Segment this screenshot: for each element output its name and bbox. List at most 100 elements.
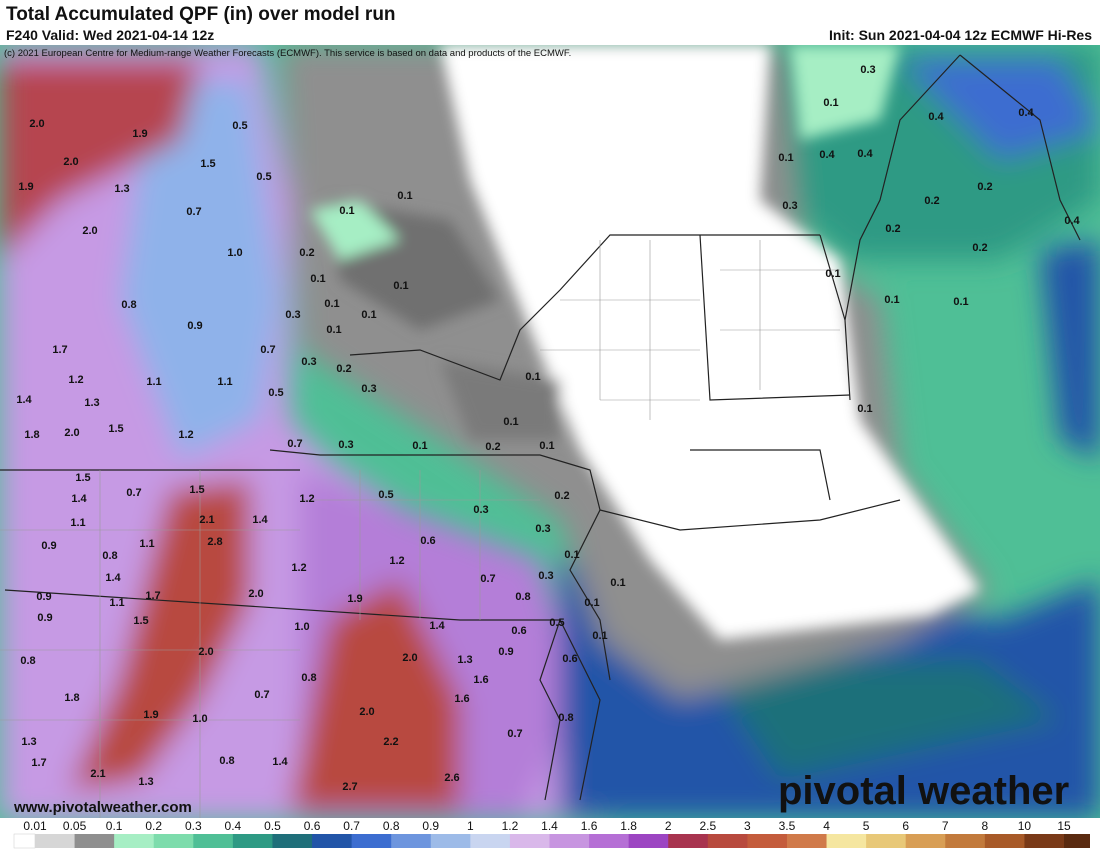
value-label: 0.3 — [361, 383, 376, 395]
title: Total Accumulated QPF (in) over model ru… — [6, 4, 396, 25]
borders — [0, 54, 1081, 801]
value-label: 0.3 — [301, 356, 316, 368]
value-label: 2.2 — [383, 736, 398, 748]
value-label: 1.4 — [252, 514, 268, 526]
colorbar-swatch — [193, 834, 234, 848]
colorbar-label: 1 — [467, 819, 474, 833]
colorbar-swatch — [826, 834, 867, 848]
value-label: 1.6 — [473, 674, 488, 686]
value-label: 0.8 — [121, 299, 136, 311]
value-label: 1.1 — [109, 597, 124, 609]
colorbar-label: 1.6 — [581, 819, 598, 833]
value-label: 1.7 — [145, 590, 160, 602]
colorbar-swatch — [509, 834, 550, 848]
colorbar-swatch — [1024, 834, 1065, 848]
value-label: 1.7 — [52, 344, 67, 356]
value-label: 1.5 — [189, 484, 204, 496]
header-bg — [0, 0, 1100, 45]
colorbar-swatch — [74, 834, 115, 848]
value-label: 2.0 — [248, 588, 263, 600]
colorbar-label: 0.9 — [422, 819, 439, 833]
value-label: 0.2 — [977, 181, 992, 193]
value-label: 1.0 — [294, 621, 309, 633]
value-label: 0.1 — [324, 298, 339, 310]
value-label: 1.9 — [347, 593, 362, 605]
value-label: 2.8 — [207, 536, 222, 548]
value-label: 0.8 — [219, 755, 234, 767]
colorbar-label: 0.8 — [383, 819, 400, 833]
colorbar-swatch — [13, 833, 36, 849]
value-label: 1.3 — [138, 776, 153, 788]
value-label: 1.8 — [24, 429, 39, 441]
precip-field — [0, 45, 1100, 818]
value-label: 0.1 — [778, 152, 793, 164]
value-label: 0.1 — [397, 190, 412, 202]
value-label: 1.9 — [18, 181, 33, 193]
value-label: 1.0 — [192, 713, 207, 725]
value-label: 0.8 — [515, 591, 530, 603]
value-label: 0.2 — [485, 441, 500, 453]
value-label: 0.1 — [953, 296, 968, 308]
website: www.pivotalweather.com — [13, 799, 192, 816]
value-label: 0.8 — [558, 712, 573, 724]
value-label: 0.1 — [310, 273, 325, 285]
value-label: 0.2 — [336, 363, 351, 375]
value-label: 1.1 — [146, 376, 161, 388]
value-label: 0.1 — [823, 97, 838, 109]
value-label: 0.5 — [232, 120, 247, 132]
value-label: 0.3 — [473, 504, 488, 516]
value-label: 0.1 — [525, 371, 540, 383]
value-label: 1.2 — [68, 374, 83, 386]
value-label: 1.7 — [31, 757, 46, 769]
value-label: 0.3 — [535, 523, 550, 535]
value-labels: 0.3 0.1 0.4 0.4 0.1 0.4 0.4 0.2 0.3 0.2 0.2 0.2 0.4 0… — [16, 64, 1080, 793]
colorbar-swatch — [470, 834, 511, 848]
colorbar-label: 1.2 — [502, 819, 519, 833]
colorbar-swatch — [668, 834, 709, 848]
colorbar-swatch — [35, 834, 76, 848]
value-label: 1.5 — [108, 423, 123, 435]
colorbar-swatch — [589, 834, 630, 848]
value-label: 0.3 — [285, 309, 300, 321]
colorbar-label: 10 — [1018, 819, 1032, 833]
colorbar-label: 0.4 — [225, 819, 242, 833]
value-label: 2.0 — [29, 118, 44, 130]
init-time: Init: Sun 2021-04-04 12z ECMWF Hi-Res — [829, 27, 1092, 43]
colorbar-label: 0.7 — [343, 819, 360, 833]
value-label: 1.1 — [139, 538, 154, 550]
colorbar-label: 3.5 — [779, 819, 796, 833]
credit: (c) 2021 European Centre for Medium-rang… — [4, 48, 571, 59]
value-label: 0.4 — [819, 149, 835, 161]
value-label: 1.2 — [178, 429, 193, 441]
value-label: 0.7 — [507, 728, 522, 740]
value-label: 0.1 — [361, 309, 376, 321]
value-label: 1.3 — [457, 654, 472, 666]
value-label: 1.1 — [217, 376, 232, 388]
value-label: 0.1 — [592, 630, 607, 642]
value-label: 0.3 — [782, 200, 797, 212]
value-label: 0.5 — [378, 489, 393, 501]
value-label: 0.4 — [928, 111, 944, 123]
value-label: 1.2 — [299, 493, 314, 505]
colorbar-swatch — [747, 834, 788, 848]
value-label: 0.9 — [187, 320, 202, 332]
colorbar-swatch — [232, 834, 273, 848]
value-label: 0.9 — [41, 540, 56, 552]
value-label: 1.5 — [75, 472, 90, 484]
colorbar-swatch — [549, 834, 590, 848]
value-label: 0.7 — [260, 344, 275, 356]
colorbar-swatch — [707, 834, 748, 848]
value-label: 1.8 — [64, 692, 79, 704]
value-label: 0.2 — [554, 490, 569, 502]
value-label: 0.8 — [301, 672, 316, 684]
value-label: 0.9 — [36, 591, 51, 603]
colorbar-label: 0.5 — [264, 819, 281, 833]
colorbar-label: 4 — [823, 819, 830, 833]
value-label: 0.3 — [860, 64, 875, 76]
value-label: 0.7 — [126, 487, 141, 499]
value-label: 0.7 — [254, 689, 269, 701]
value-label: 0.4 — [1064, 215, 1080, 227]
colorbar-label: 2.5 — [699, 819, 716, 833]
value-label: 2.1 — [199, 514, 214, 526]
